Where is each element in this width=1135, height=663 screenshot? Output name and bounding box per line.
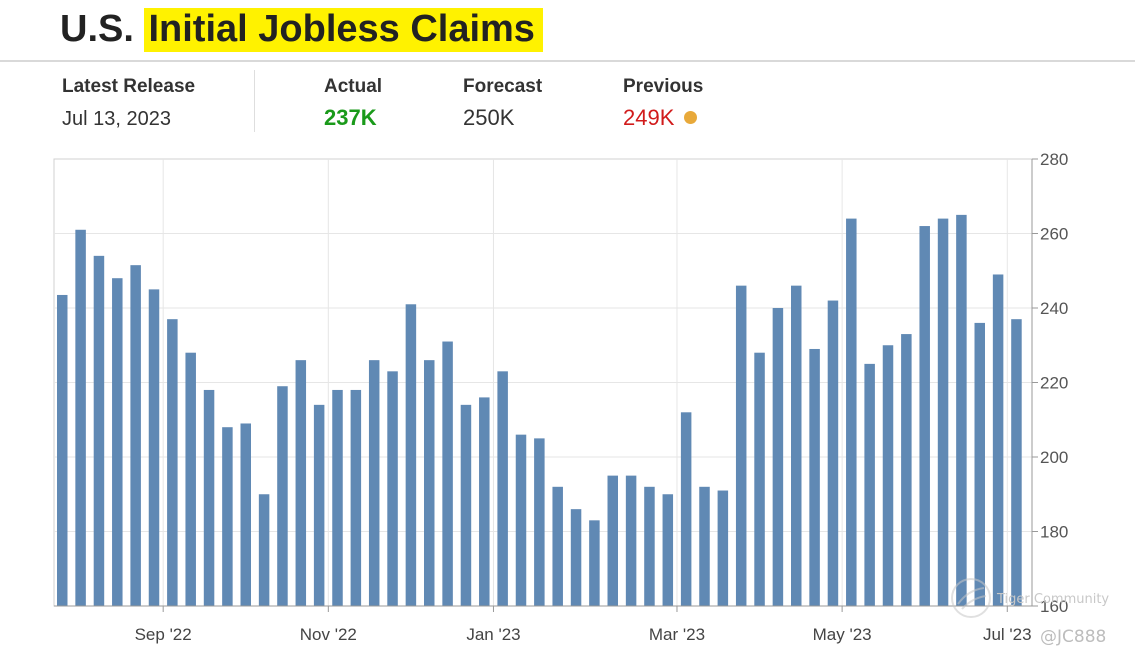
bar — [644, 486, 655, 606]
title-highlight: Initial Jobless Claims — [144, 8, 543, 52]
forecast-label: Forecast — [463, 76, 543, 97]
bar — [405, 304, 417, 606]
y-tick-label: 240 — [1040, 299, 1068, 318]
bar — [901, 334, 912, 606]
bar — [442, 341, 453, 606]
y-tick-label: 260 — [1040, 225, 1068, 244]
bar — [882, 345, 894, 606]
bar — [1011, 319, 1022, 606]
x-tick-label: Jan '23 — [466, 625, 520, 644]
bar — [203, 389, 215, 606]
bar — [387, 371, 398, 606]
bar — [497, 371, 508, 606]
actual-label: Actual — [324, 76, 383, 97]
y-tick-label: 220 — [1040, 374, 1068, 393]
watermark-logo-icon — [951, 578, 991, 618]
bar — [167, 319, 178, 606]
page-title: U.S. Initial Jobless Claims — [60, 8, 543, 52]
bar — [112, 278, 123, 606]
x-axis: Sep '22 Nov '22 Jan '23 Mar '23 May '23 Jul '… — [54, 605, 1032, 644]
forecast-value: 250K — [463, 105, 515, 130]
bar — [919, 226, 930, 607]
actual-value: 237K — [324, 105, 377, 130]
status-dot-icon — [684, 110, 698, 124]
bar — [791, 285, 802, 606]
bar — [607, 475, 618, 606]
bar — [699, 486, 710, 606]
bar — [130, 265, 141, 606]
bar — [515, 434, 527, 606]
bar — [827, 300, 839, 606]
bar — [809, 348, 820, 606]
bar — [717, 490, 729, 606]
previous-block: 249K — [623, 105, 698, 131]
x-tick-label: Jul '23 — [983, 625, 1032, 644]
bar — [350, 389, 362, 606]
bar — [424, 360, 435, 606]
bar — [680, 412, 692, 606]
bar — [148, 289, 160, 606]
x-tick-label: Mar '23 — [649, 625, 705, 644]
y-tick-label: 280 — [1040, 150, 1068, 169]
x-tick-label: Sep '22 — [135, 625, 192, 644]
bar — [956, 214, 967, 606]
bar — [277, 386, 288, 606]
bar — [479, 397, 490, 606]
bar — [552, 486, 563, 606]
watermark-brand: Tiger Community — [997, 592, 1110, 607]
bar — [93, 255, 105, 606]
bar — [57, 294, 68, 606]
bar — [735, 285, 747, 606]
bar — [222, 427, 233, 606]
bar — [589, 520, 600, 606]
bar — [534, 438, 545, 606]
stats-divider — [254, 70, 255, 132]
y-tick-label: 160 — [1040, 597, 1068, 616]
bar — [258, 494, 270, 606]
bar — [754, 352, 765, 606]
bar — [992, 274, 1004, 606]
header-divider — [0, 60, 1135, 62]
x-tick-label: Nov '22 — [300, 625, 357, 644]
bar — [240, 423, 251, 606]
bars — [57, 214, 1022, 607]
bar — [662, 494, 674, 606]
bar — [295, 360, 307, 606]
bar — [368, 360, 380, 606]
previous-value: 249K — [623, 105, 675, 130]
bar — [75, 229, 86, 606]
latest-release-label: Latest Release — [62, 76, 196, 97]
bar — [460, 404, 472, 606]
y-tick-label: 180 — [1040, 523, 1068, 542]
bar — [185, 352, 196, 606]
previous-label: Previous — [623, 76, 704, 97]
bar — [570, 509, 582, 606]
x-tick-label: May '23 — [813, 625, 872, 644]
bar — [625, 475, 637, 606]
bar — [332, 389, 343, 606]
bar — [974, 322, 985, 606]
y-axis: 160 180 200 220 240 260 280 — [1031, 150, 1068, 616]
bar — [937, 218, 949, 606]
y-tick-label: 200 — [1040, 448, 1068, 467]
bar — [313, 404, 325, 606]
latest-release-date: Jul 13, 2023 — [62, 108, 171, 130]
title-prefix: U.S. — [60, 8, 134, 50]
bar — [772, 308, 784, 606]
bar — [846, 218, 857, 606]
watermark-handle: @JC888 — [1040, 627, 1107, 647]
bar — [864, 363, 875, 606]
